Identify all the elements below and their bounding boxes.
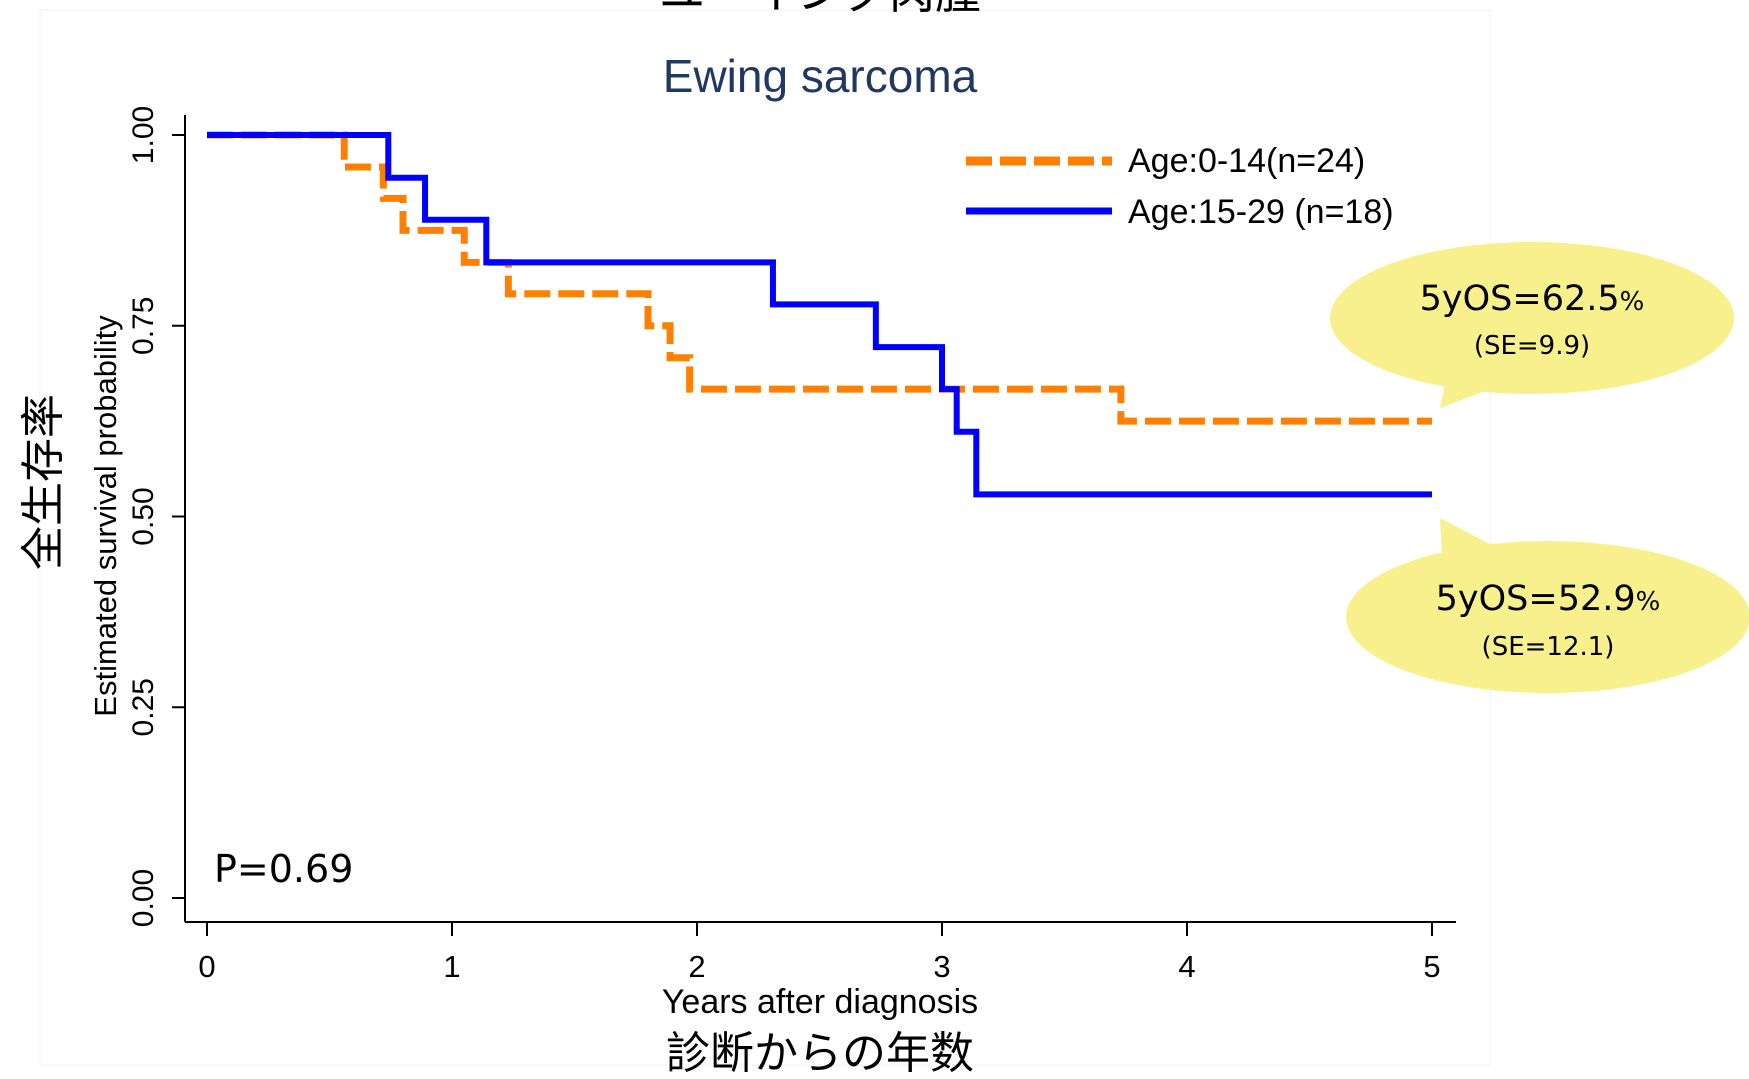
x-tick-label: 0: [198, 949, 215, 984]
callout-2-se: (SE=12.1): [1482, 632, 1615, 662]
x-tick-label: 5: [1423, 949, 1440, 984]
x-tick-label: 4: [1178, 949, 1195, 984]
x-axis-label: Years after diagnosis: [662, 983, 978, 1021]
y-tick-label: 0.00: [127, 869, 160, 927]
chart-title-jp: ユーイング肉腫: [659, 0, 981, 19]
x-tick-label: 2: [688, 949, 705, 984]
p-value-annotation: P=0.69: [214, 847, 353, 891]
callout-1-main: 5yOS=62.5%: [1420, 279, 1645, 319]
series-layer: [207, 131, 1432, 498]
legend-label-age-0-14: Age:0-14(n=24): [1128, 142, 1365, 180]
plot-frame: [39, 9, 1491, 1066]
callout-bubble-1: 5yOS=62.5% (SE=9.9): [1330, 242, 1734, 408]
x-axis-label-jp: 診断からの年数: [666, 1028, 974, 1079]
y-tick-label: 0.25: [127, 678, 160, 736]
y-tick-label: 0.50: [127, 487, 160, 545]
legend: Age:0-14(n=24) Age:15-29 (n=18): [966, 142, 1394, 231]
series-line-age-15-29: [207, 132, 1432, 498]
series-line-age-0-14: [207, 131, 1432, 425]
callout-body-2: [1346, 541, 1749, 693]
callout-2-main: 5yOS=52.9%: [1436, 579, 1661, 619]
y-axis-label-jp: 全生存率: [18, 394, 69, 570]
callout-body-1: [1330, 242, 1734, 394]
y-axis-label: Estimated survival probability: [88, 315, 123, 717]
callout-1-se: (SE=9.9): [1474, 331, 1590, 361]
x-tick-label: 1: [443, 949, 460, 984]
y-tick-label: 1.00: [127, 106, 160, 164]
chart-title: Ewing sarcoma: [663, 50, 978, 102]
y-tick-label: 0.75: [127, 297, 160, 355]
legend-label-age-15-29: Age:15-29 (n=18): [1128, 193, 1394, 231]
y-ticks: 0.00 0.25 0.50 0.75 1.00: [127, 106, 185, 927]
x-ticks: 0 1 2 3 4 5: [198, 922, 1441, 984]
callout-bubble-2: 5yOS=52.9% (SE=12.1): [1346, 518, 1749, 693]
axes: [184, 115, 1456, 923]
x-tick-label: 3: [933, 949, 950, 984]
